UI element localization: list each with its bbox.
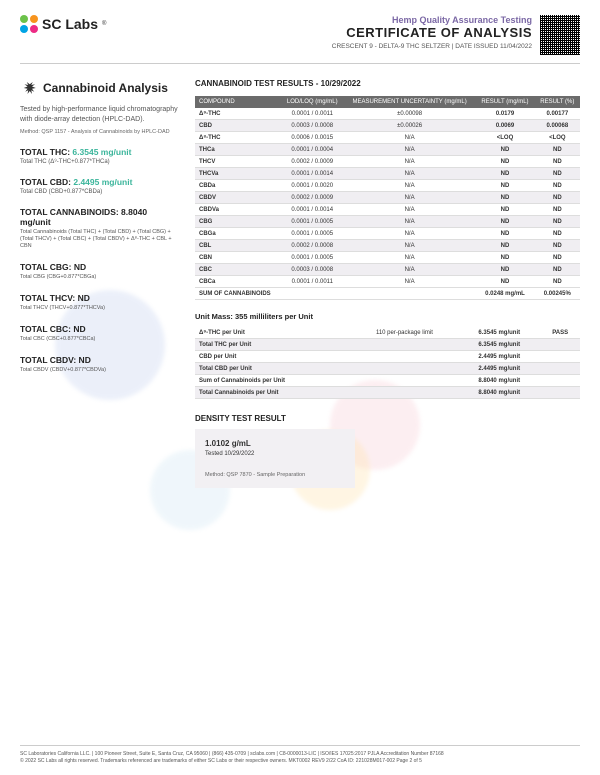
unit-mass-title: Unit Mass: 355 milliliters per Unit bbox=[195, 312, 580, 321]
density-date: Tested 10/29/2022 bbox=[205, 451, 345, 457]
total-sub: Total CBD (CBD+0.877*CBDa) bbox=[20, 189, 180, 195]
table-row: CBG0.0001 / 0.0005N/ANDND bbox=[195, 216, 580, 228]
table-row: CBDV0.0002 / 0.0009N/ANDND bbox=[195, 192, 580, 204]
table-header: MEASUREMENT UNCERTAINTY (mg/mL) bbox=[344, 96, 476, 108]
total-sub: Total THCV (THCV+0.877*THCVa) bbox=[20, 305, 180, 312]
table-header: LOD/LOQ (mg/mL) bbox=[281, 96, 344, 108]
logo: SC Labs® bbox=[20, 15, 106, 33]
table-row: CBGa0.0001 / 0.0005N/ANDND bbox=[195, 228, 580, 240]
results-title: CANNABINOID TEST RESULTS - 10/29/2022 bbox=[195, 79, 580, 88]
table-row: Δ⁹-THC0.0001 / 0.0011±0.000980.01790.001… bbox=[195, 108, 580, 120]
brand-name: SC Labs bbox=[42, 16, 98, 32]
table-row: CBN0.0001 / 0.0005N/ANDND bbox=[195, 252, 580, 264]
table-header: RESULT (mg/mL) bbox=[475, 96, 534, 108]
table-row: CBCa0.0001 / 0.0011N/ANDND bbox=[195, 276, 580, 288]
total-sub: Total CBC (CBC+0.877*CBCa) bbox=[20, 336, 180, 343]
unitmass-table: Δ⁹-THC per Unit110 per-package limit6.35… bbox=[195, 327, 580, 399]
table-row: THCa0.0001 / 0.0004N/ANDND bbox=[195, 144, 580, 156]
hemp-label: Hemp Quality Assurance Testing bbox=[332, 15, 532, 25]
table-row: Total THC per Unit6.3545 mg/unit bbox=[195, 339, 580, 351]
table-row: Δ⁹-THC per Unit110 per-package limit6.35… bbox=[195, 327, 580, 339]
density-title: DENSITY TEST RESULT bbox=[195, 414, 580, 423]
cannabis-leaf-icon bbox=[20, 79, 38, 97]
sum-row: SUM OF CANNABINOIDS0.0248 mg/mL0.00245% bbox=[195, 288, 580, 300]
total-sub: Total THC (Δ⁹-THC+0.877*THCa) bbox=[20, 159, 180, 165]
analysis-desc: Tested by high-performance liquid chroma… bbox=[20, 105, 180, 125]
coa-title: CERTIFICATE OF ANALYSIS bbox=[332, 25, 532, 40]
total-item: TOTAL CBD: 2.4495 mg/unit bbox=[20, 177, 180, 187]
right-panel: CANNABINOID TEST RESULTS - 10/29/2022 CO… bbox=[195, 79, 580, 488]
table-row: CBC0.0003 / 0.0008N/ANDND bbox=[195, 264, 580, 276]
footer-line1: SC Laboratories California LLC. | 100 Pi… bbox=[20, 751, 580, 758]
total-item: TOTAL CBG: ND bbox=[20, 262, 180, 272]
total-sub: Total CBG (CBG+0.877*CBGa) bbox=[20, 274, 180, 281]
total-item: TOTAL CBDV: ND bbox=[20, 355, 180, 365]
density-method: Method: QSP 7870 - Sample Preparation bbox=[205, 472, 345, 478]
footer: SC Laboratories California LLC. | 100 Pi… bbox=[20, 745, 580, 765]
density-value: 1.0102 g/mL bbox=[205, 439, 345, 448]
left-panel: Cannabinoid Analysis Tested by high-perf… bbox=[20, 79, 180, 488]
table-row: THCVa0.0001 / 0.0014N/ANDND bbox=[195, 168, 580, 180]
total-sub: Total Cannabinoids (Total THC) + (Total … bbox=[20, 229, 180, 250]
density-box: 1.0102 g/mL Tested 10/29/2022 Method: QS… bbox=[195, 429, 355, 488]
total-item: TOTAL CBC: ND bbox=[20, 324, 180, 334]
total-sub: Total CBDV (CBDV+0.877*CBDVa) bbox=[20, 367, 180, 374]
results-table: COMPOUNDLOD/LOQ (mg/mL)MEASUREMENT UNCER… bbox=[195, 96, 580, 300]
table-row: THCV0.0002 / 0.0009N/ANDND bbox=[195, 156, 580, 168]
total-item: TOTAL THCV: ND bbox=[20, 293, 180, 303]
table-row: CBL0.0002 / 0.0008N/ANDND bbox=[195, 240, 580, 252]
total-item: TOTAL CANNABINOIDS: 8.8040 mg/unit bbox=[20, 207, 180, 227]
product-sub: CRESCENT 9 - DELTA-9 THC SELTZER | DATE … bbox=[332, 43, 532, 50]
total-item: TOTAL THC: 6.3545 mg/unit bbox=[20, 147, 180, 157]
table-header: COMPOUND bbox=[195, 96, 281, 108]
table-row: Total Cannabinoids per Unit8.8040 mg/uni… bbox=[195, 387, 580, 399]
qr-code bbox=[540, 15, 580, 55]
table-row: Δ⁸-THC0.0006 / 0.0015N/A<LOQ<LOQ bbox=[195, 132, 580, 144]
table-row: Sum of Cannabinoids per Unit8.8040 mg/un… bbox=[195, 375, 580, 387]
table-row: CBDVa0.0001 / 0.0014N/ANDND bbox=[195, 204, 580, 216]
table-row: CBD per Unit2.4495 mg/unit bbox=[195, 351, 580, 363]
table-row: CBD0.0003 / 0.0008±0.000260.00690.00068 bbox=[195, 120, 580, 132]
footer-line2: © 2022 SC Labs all rights reserved. Trad… bbox=[20, 758, 580, 765]
table-header: RESULT (%) bbox=[535, 96, 580, 108]
section-title: Cannabinoid Analysis bbox=[43, 81, 168, 95]
table-row: CBDa0.0001 / 0.0020N/ANDND bbox=[195, 180, 580, 192]
header: SC Labs® Hemp Quality Assurance Testing … bbox=[20, 15, 580, 64]
table-row: Total CBD per Unit2.4495 mg/unit bbox=[195, 363, 580, 375]
method-text: Method: QSP 1157 - Analysis of Cannabino… bbox=[20, 129, 180, 135]
